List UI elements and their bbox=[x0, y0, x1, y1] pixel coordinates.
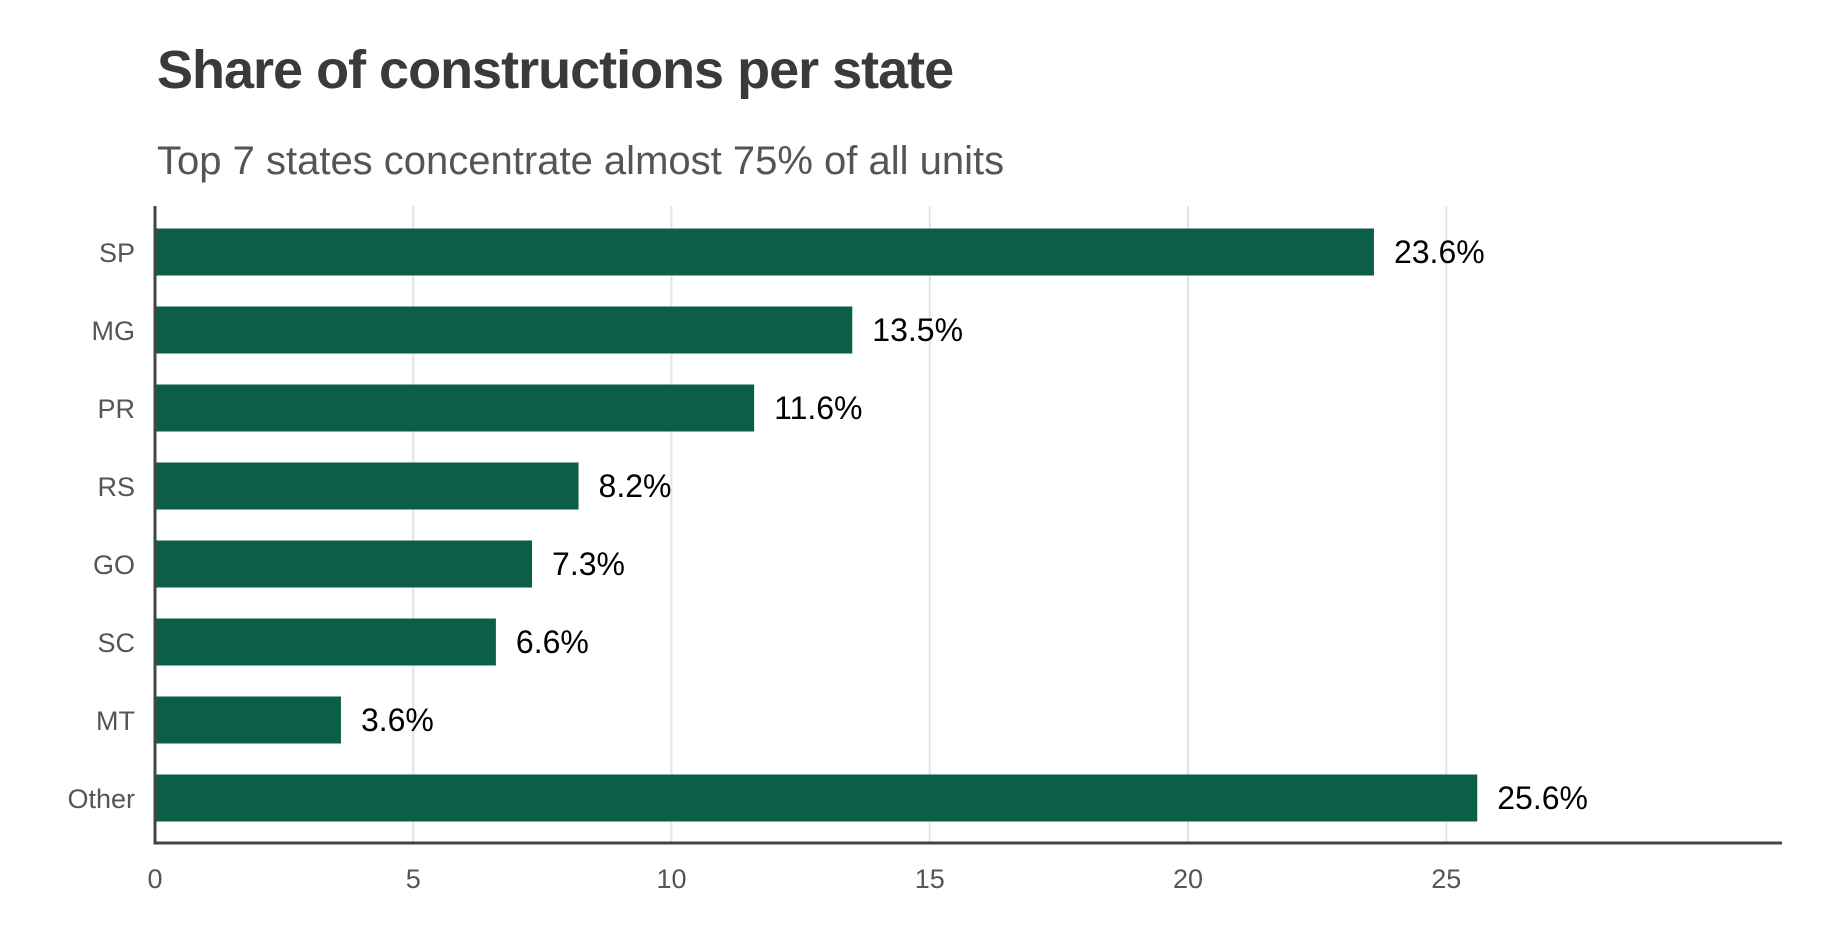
bar-pr bbox=[155, 384, 755, 432]
data-label-other: 25.6% bbox=[1497, 780, 1588, 816]
category-label-go: GO bbox=[93, 550, 135, 580]
bar-mg bbox=[155, 306, 853, 354]
data-label-sp: 23.6% bbox=[1394, 234, 1485, 270]
data-label-rs: 8.2% bbox=[599, 468, 672, 504]
chart-subtitle: Top 7 states concentrate almost 75% of a… bbox=[157, 139, 1005, 183]
data-label-pr: 11.6% bbox=[774, 390, 862, 426]
bars bbox=[155, 228, 1478, 822]
bar-sc bbox=[155, 618, 496, 666]
x-tick-label-0: 0 bbox=[147, 864, 162, 894]
axes bbox=[153, 206, 1782, 845]
x-tick-label-20: 20 bbox=[1173, 864, 1203, 894]
bar-rs bbox=[155, 462, 579, 510]
bar-sp bbox=[155, 228, 1374, 276]
chart-title: Share of constructions per state bbox=[157, 40, 954, 100]
bar-other bbox=[155, 774, 1478, 822]
category-label-mg: MG bbox=[92, 316, 136, 346]
grid-lines bbox=[412, 206, 1448, 843]
data-label-go: 7.3% bbox=[552, 546, 625, 582]
category-label-pr: PR bbox=[97, 394, 135, 424]
labels: 0 5 10 15 20 25 SP 23.6% MG 13.5% PR 11.6% RS 8.2% GO 7… bbox=[67, 234, 1588, 894]
x-tick-label-25: 25 bbox=[1431, 864, 1461, 894]
category-label-other: Other bbox=[67, 784, 135, 814]
data-label-sc: 6.6% bbox=[516, 624, 589, 660]
bar-mt bbox=[155, 696, 341, 744]
x-tick-label-5: 5 bbox=[406, 864, 421, 894]
x-tick-label-15: 15 bbox=[915, 864, 945, 894]
category-label-sp: SP bbox=[99, 238, 135, 268]
category-label-rs: RS bbox=[97, 472, 135, 502]
category-label-mt: MT bbox=[96, 706, 135, 736]
data-label-mt: 3.6% bbox=[361, 702, 434, 738]
category-label-sc: SC bbox=[97, 628, 135, 658]
bar-go bbox=[155, 540, 533, 588]
x-tick-label-10: 10 bbox=[656, 864, 686, 894]
data-label-mg: 13.5% bbox=[872, 312, 963, 348]
